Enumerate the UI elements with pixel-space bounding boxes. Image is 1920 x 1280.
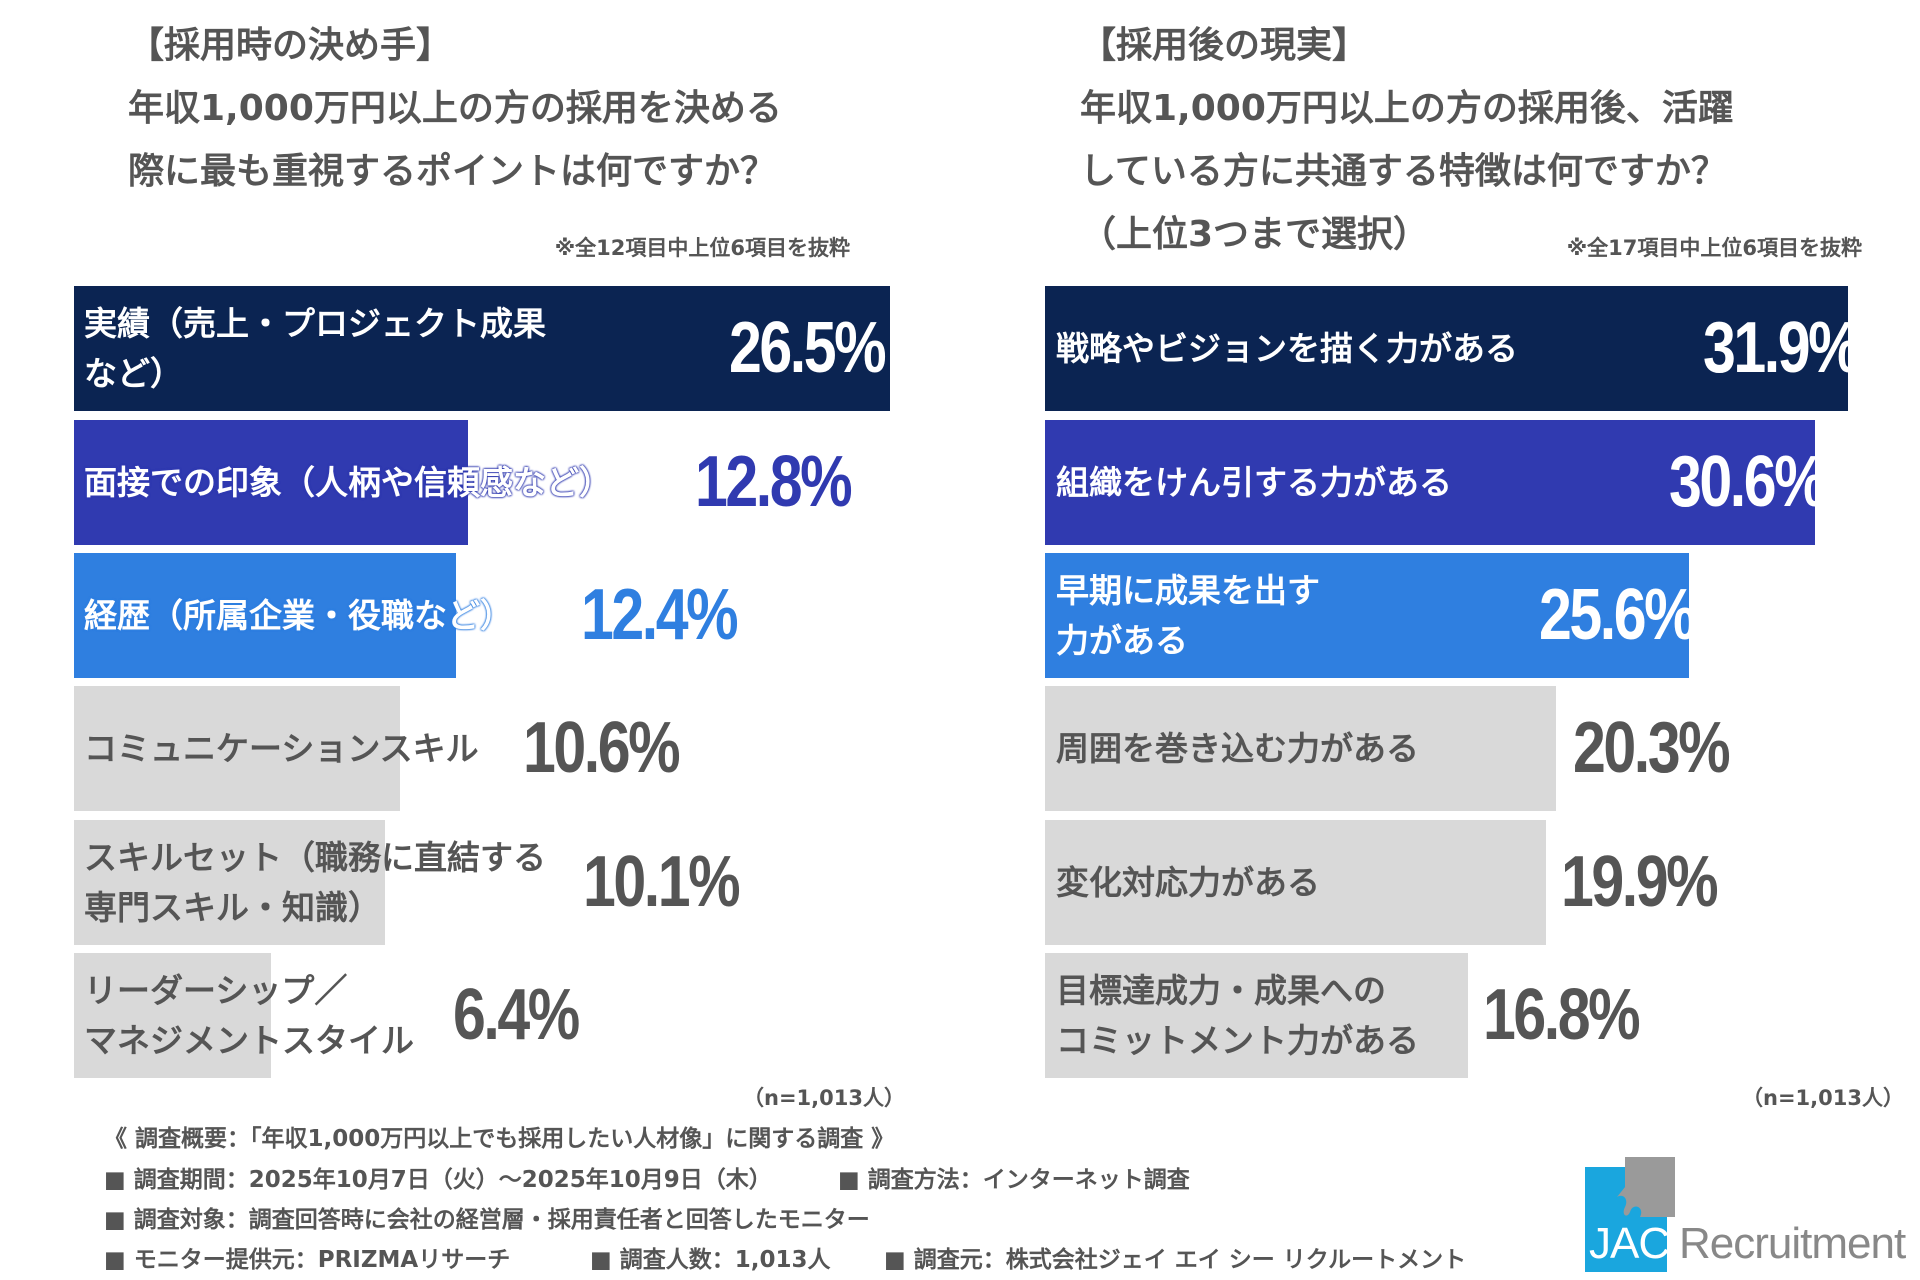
category-label-line: 目標達成力・成果への bbox=[1056, 970, 1386, 1010]
survey-heading: 《 調査概要：「年収1,000万円以上でも採用したい人材像」に関する調査 》 bbox=[104, 1126, 895, 1152]
value-label: 19.9% bbox=[1561, 842, 1719, 922]
category-label-line: 早期に成果を出す bbox=[1056, 570, 1320, 610]
bar bbox=[1045, 553, 1690, 678]
puzzle-logo-icon bbox=[1585, 1157, 1675, 1272]
category-label: 組織をけん引する力がある bbox=[1056, 420, 1452, 545]
category-label: 変化対応力がある bbox=[1056, 820, 1320, 945]
survey-count: ■ 調査人数：1,013人 bbox=[590, 1247, 831, 1273]
value-label: 16.8% bbox=[1483, 975, 1641, 1055]
category-label-line: 戦略やビジョンを描く力がある bbox=[1056, 328, 1518, 368]
value-label: 26.5% bbox=[728, 308, 887, 388]
category-label-line: 力がある bbox=[1056, 620, 1188, 660]
bar bbox=[1045, 686, 1556, 811]
left-title-line: 際に最も重視するポイントは何ですか？ bbox=[128, 151, 777, 192]
value-label: 25.6% bbox=[1538, 575, 1697, 655]
category-label-line: 専門スキル・知識） bbox=[84, 887, 381, 927]
value-label: 6.4% bbox=[453, 975, 580, 1055]
right-title-line: 【採用後の現実】 bbox=[1080, 25, 1369, 66]
left-sample-size: （n=1,013人） bbox=[743, 1086, 905, 1110]
right-title-line: （上位3つまで選択） bbox=[1080, 214, 1430, 255]
value-label: 10.6% bbox=[523, 708, 681, 788]
value-label: 31.9% bbox=[1702, 308, 1861, 388]
left-title-line: 年収1,000万円以上の方の採用を決める bbox=[128, 88, 782, 129]
category-label-line: 経歴（所属企業・役職など） bbox=[84, 595, 513, 635]
bar bbox=[1045, 820, 1546, 945]
category-label-line: 変化対応力がある bbox=[1056, 862, 1320, 902]
bar bbox=[74, 553, 456, 678]
category-label-line: など） bbox=[84, 353, 183, 393]
survey-period: ■ 調査期間：2025年10月7日（火）～2025年10月9日（木） bbox=[104, 1167, 772, 1193]
bar bbox=[74, 420, 469, 545]
bar bbox=[74, 820, 386, 945]
bar bbox=[1045, 953, 1468, 1078]
category-label: 面接での印象（人柄や信頼感など） bbox=[84, 420, 612, 545]
left-chart-note: ※全12項目中上位6項目を抜粋 bbox=[554, 236, 850, 260]
right-title-line: している方に共通する特徴は何ですか？ bbox=[1080, 151, 1727, 192]
bar bbox=[74, 286, 891, 411]
category-label: 戦略やビジョンを描く力がある bbox=[1056, 286, 1518, 411]
jac-recruitment-logo: JAC Recruitment bbox=[1585, 1157, 1920, 1277]
category-label-line: リーダーシップ／ bbox=[84, 970, 348, 1010]
bar bbox=[74, 686, 401, 811]
category-label-line: コミュニケーションスキル bbox=[84, 728, 479, 768]
value-label: 10.1% bbox=[583, 842, 741, 922]
bar bbox=[1045, 286, 1848, 411]
survey-source: ■ 調査元：株式会社ジェイ エイ シー リクルートメント bbox=[884, 1247, 1467, 1273]
value-label: 12.8% bbox=[695, 442, 853, 522]
logo-recruitment: Recruitment bbox=[1679, 1219, 1906, 1268]
category-label: リーダーシップ／ マネジメントスタイル bbox=[84, 953, 414, 1078]
right-sample-size: （n=1,013人） bbox=[1742, 1086, 1904, 1110]
category-label-line: コミットメント力がある bbox=[1056, 1020, 1419, 1060]
survey-method: ■ 調査方法：インターネット調査 bbox=[838, 1167, 1190, 1193]
category-label: 実績（売上・プロジェクト成果 など） bbox=[84, 286, 546, 411]
category-label: 経歴（所属企業・役職など） bbox=[84, 553, 513, 678]
category-label: 早期に成果を出す 力がある bbox=[1056, 553, 1320, 678]
category-label: スキルセット（職務に直結する 専門スキル・知識） bbox=[84, 820, 546, 945]
bar bbox=[74, 953, 272, 1078]
category-label-line: スキルセット（職務に直結する bbox=[84, 837, 546, 877]
value-label: 30.6% bbox=[1668, 442, 1827, 522]
value-label: 20.3% bbox=[1573, 708, 1731, 788]
logo-jac: JAC bbox=[1589, 1219, 1670, 1268]
survey-target: ■ 調査対象：調査回答時に会社の経営層・採用責任者と回答したモニター bbox=[104, 1207, 870, 1233]
category-label: 目標達成力・成果への コミットメント力がある bbox=[1056, 953, 1419, 1078]
left-title-line: 【採用時の決め手】 bbox=[128, 25, 453, 66]
category-label: コミュニケーションスキル bbox=[84, 686, 479, 811]
value-label: 12.4% bbox=[581, 575, 739, 655]
category-label-line: マネジメントスタイル bbox=[84, 1020, 414, 1060]
right-title-line: 年収1,000万円以上の方の採用後、活躍 bbox=[1080, 88, 1734, 129]
right-chart-title: 【採用後の現実】 年収1,000万円以上の方の採用後、活躍 している方に共通する… bbox=[1080, 14, 1734, 266]
bar bbox=[1045, 420, 1815, 545]
right-chart-note: ※全17項目中上位6項目を抜粋 bbox=[1566, 236, 1862, 260]
survey-provider: ■ モニター提供元：PRIZMAリサーチ bbox=[104, 1247, 511, 1273]
left-chart-title: 【採用時の決め手】 年収1,000万円以上の方の採用を決める 際に最も重視するポ… bbox=[128, 14, 782, 203]
category-label: 周囲を巻き込む力がある bbox=[1056, 686, 1419, 811]
category-label-line: 周囲を巻き込む力がある bbox=[1056, 728, 1419, 768]
category-label-line: 面接での印象（人柄や信頼感など） bbox=[84, 462, 612, 502]
category-label-line: 実績（売上・プロジェクト成果 bbox=[84, 303, 546, 343]
category-label-line: 組織をけん引する力がある bbox=[1056, 462, 1452, 502]
